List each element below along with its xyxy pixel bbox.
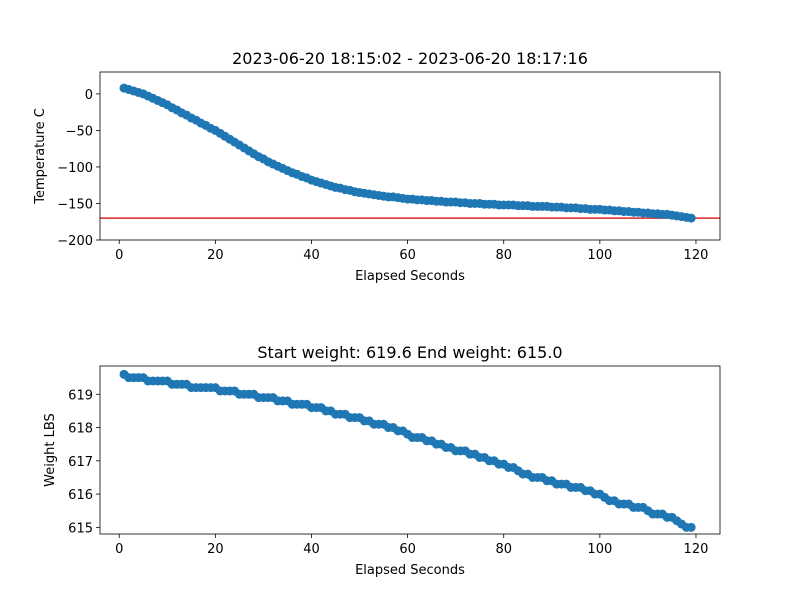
weight-data-point [686,522,696,532]
temperature-x-tick-label: 100 [587,248,612,263]
weight-x-tick-label: 40 [303,542,320,557]
temperature-chart: 2023-06-20 18:15:02 - 2023-06-20 18:17:1… [33,49,721,284]
temperature-x-axis-label: Elapsed Seconds [355,269,465,284]
weight-x-tick-label: 60 [399,542,416,557]
temperature-data-point [686,213,696,223]
temperature-data-points [119,83,696,223]
temperature-axis-ticks: 0 20 40 60 80 100 120 0 −50 −100 −150 −200 [57,88,708,263]
temperature-y-tick-label: −200 [57,234,93,249]
temperature-chart-title: 2023-06-20 18:15:02 - 2023-06-20 18:17:1… [232,49,588,68]
weight-chart-title: Start weight: 619.6 End weight: 615.0 [257,343,562,362]
temperature-y-tick-label: −50 [66,124,93,139]
temperature-x-tick-label: 20 [207,248,224,263]
temperature-x-tick-label: 60 [399,248,416,263]
temperature-y-axis-label: Temperature C [33,108,48,205]
temperature-y-tick-label: −150 [57,197,93,212]
weight-x-axis-label: Elapsed Seconds [355,563,465,578]
temperature-y-tick-label: −100 [57,161,93,176]
weight-plot-frame [99,365,721,535]
weight-x-tick-label: 80 [495,542,512,557]
temperature-x-tick-label: 40 [303,248,320,263]
temperature-x-tick-label: 120 [684,248,709,263]
weight-y-tick-label: 617 [68,455,93,470]
weight-x-tick-label: 120 [684,542,709,557]
weight-chart: Start weight: 619.6 End weight: 615.0 El… [43,343,721,578]
weight-x-tick-label: 100 [587,542,612,557]
weight-y-axis-label: Weight LBS [43,413,58,487]
weight-y-tick-label: 619 [68,388,93,403]
temperature-plot-frame [99,71,721,241]
weight-x-tick-label: 20 [207,542,224,557]
temperature-x-tick-label: 0 [115,248,123,263]
weight-y-tick-label: 615 [68,521,93,536]
weight-x-tick-label: 0 [115,542,123,557]
weight-axis-ticks: 0 20 40 60 80 100 120 615 616 617 618 619 [68,388,708,557]
temperature-x-tick-label: 80 [495,248,512,263]
weight-y-tick-label: 618 [68,422,93,437]
weight-data-points [119,369,696,532]
weight-y-tick-label: 616 [68,488,93,503]
temperature-y-tick-label: 0 [85,88,93,103]
